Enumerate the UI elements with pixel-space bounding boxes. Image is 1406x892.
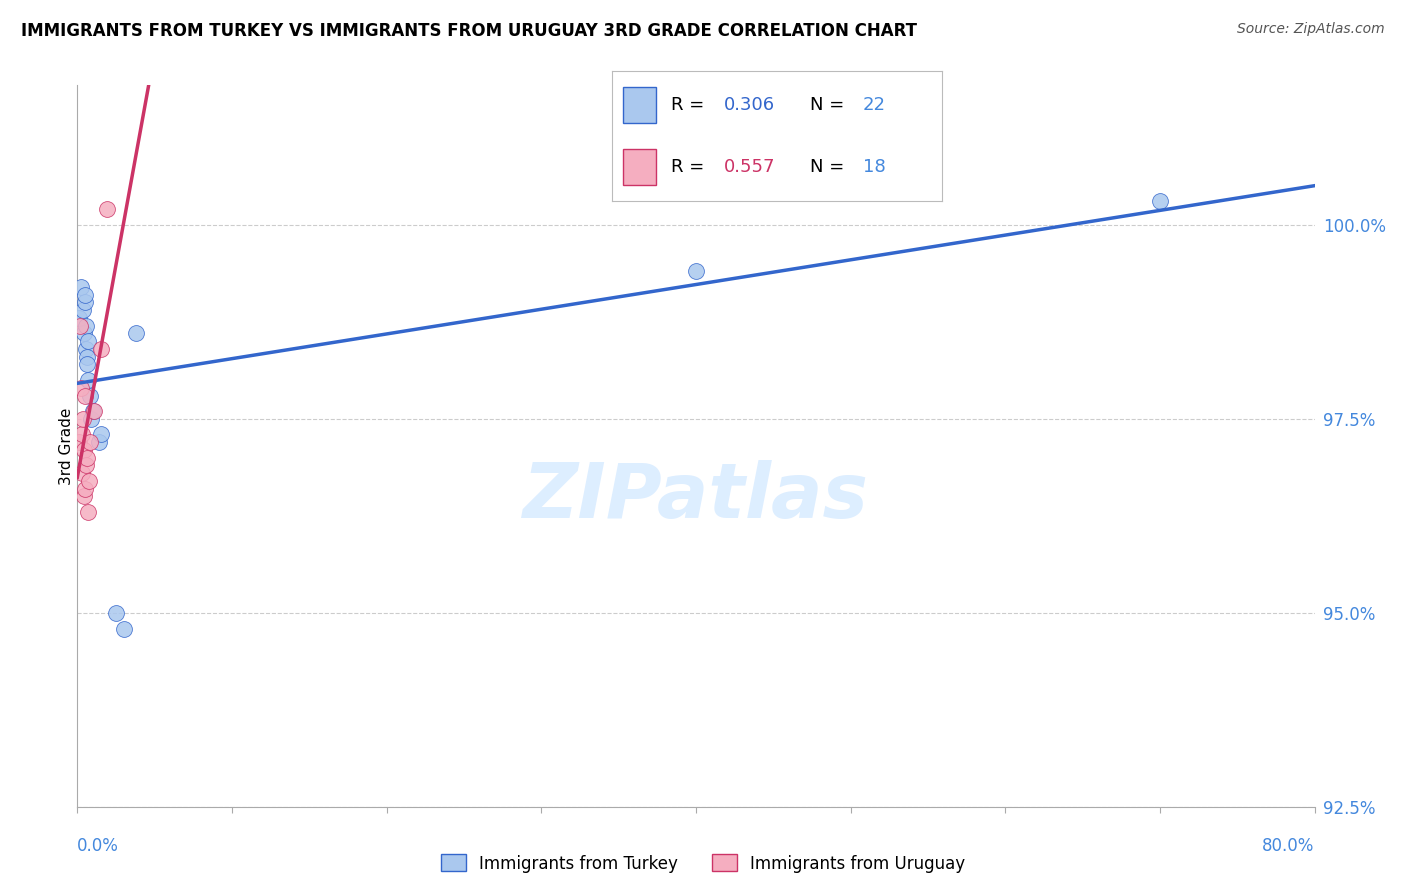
Point [125, 326, 148, 341]
Point [90, 342, 111, 356]
Bar [623, 87, 657, 123]
Point [72, 303, 94, 318]
Point [67, 310, 90, 325]
Point [76, 505, 98, 519]
Legend: Immigrants from Turkey, Immigrants from Uruguay: Immigrants from Turkey, Immigrants from … [434, 847, 972, 880]
Point [76, 450, 98, 465]
Point [83, 404, 105, 418]
Point [75, 482, 97, 496]
Point [75, 318, 97, 333]
Point [77, 474, 100, 488]
Point [75, 287, 97, 301]
Bar [623, 149, 657, 186]
Point [70, 279, 93, 293]
Point [69, 318, 91, 333]
Point [75, 342, 97, 356]
Text: N =: N = [810, 96, 849, 114]
Text: ZIPatlas: ZIPatlas [523, 459, 869, 533]
Point [75, 458, 97, 473]
Point [72, 442, 94, 457]
Point [76, 334, 98, 348]
Point [73, 490, 96, 504]
Text: 0.306: 0.306 [724, 96, 775, 114]
Point [105, 606, 127, 620]
Point [79, 435, 101, 450]
Point [87, 435, 110, 450]
Point [73, 326, 96, 341]
Text: 22: 22 [863, 96, 886, 114]
Point [80, 412, 103, 426]
Point [79, 388, 101, 402]
Text: 0.0%: 0.0% [77, 837, 120, 855]
Point [76, 350, 98, 364]
Point [72, 412, 94, 426]
Point [96, 202, 118, 216]
Text: IMMIGRANTS FROM TURKEY VS IMMIGRANTS FROM URUGUAY 3RD GRADE CORRELATION CHART: IMMIGRANTS FROM TURKEY VS IMMIGRANTS FRO… [21, 22, 917, 40]
Point [73, 295, 96, 310]
Text: Source: ZipAtlas.com: Source: ZipAtlas.com [1237, 22, 1385, 37]
Point [67, 435, 90, 450]
Point [72, 466, 94, 480]
Point [77, 373, 100, 387]
Text: 0.557: 0.557 [724, 158, 776, 176]
Point [76, 358, 98, 372]
Point [90, 427, 111, 442]
Point [685, 264, 707, 278]
Text: R =: R = [671, 96, 710, 114]
Point [73, 388, 96, 402]
Point [1149, 194, 1171, 209]
Point [112, 622, 135, 636]
Text: 18: 18 [863, 158, 886, 176]
Text: N =: N = [810, 158, 849, 176]
Point [82, 404, 104, 418]
Point [70, 427, 93, 442]
Text: 80.0%: 80.0% [1263, 837, 1315, 855]
Y-axis label: 3rd Grade: 3rd Grade [59, 408, 73, 484]
Point [69, 381, 91, 395]
Text: R =: R = [671, 158, 710, 176]
